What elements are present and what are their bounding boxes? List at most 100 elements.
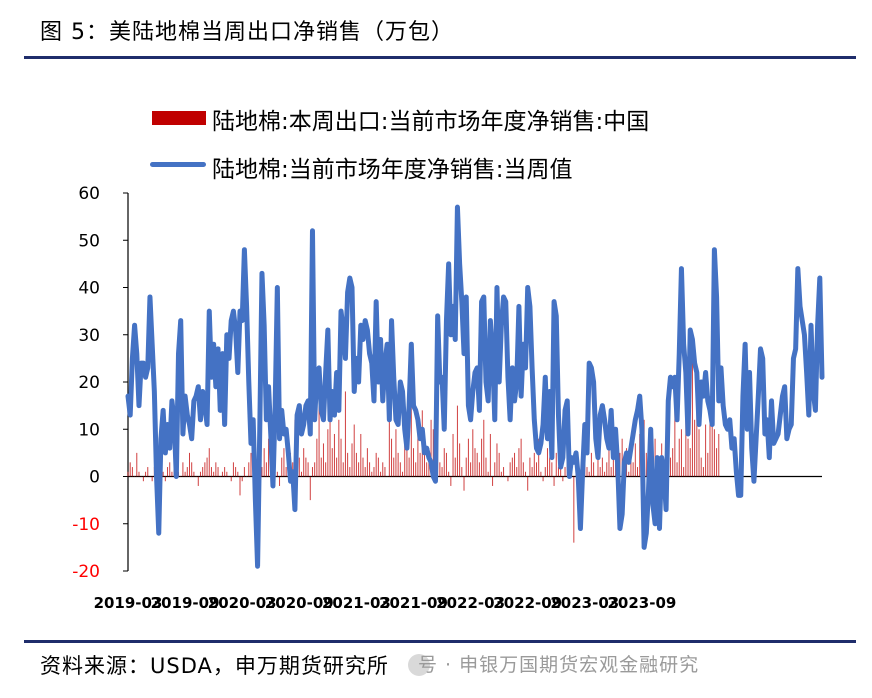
bar-mark — [391, 438, 393, 477]
bar-mark — [268, 438, 270, 477]
y-tick-label: 50 — [78, 231, 100, 251]
bar-mark — [514, 452, 516, 477]
bar-mark — [243, 467, 245, 477]
y-tick-label: 0 — [89, 468, 100, 488]
bar-mark — [388, 405, 390, 477]
bar-mark — [472, 429, 474, 477]
bar-mark — [689, 448, 691, 477]
bar-mark — [197, 476, 199, 486]
bar-mark — [369, 462, 371, 477]
bar-mark — [384, 467, 386, 477]
legend-bar-swatch — [152, 111, 206, 125]
bar-mark — [329, 372, 331, 477]
bar-mark — [208, 448, 210, 477]
bar-mark — [230, 476, 232, 482]
bar-mark — [476, 452, 478, 477]
bar-mark — [483, 419, 485, 477]
bar-mark — [301, 471, 302, 477]
bar-mark — [404, 443, 406, 477]
bar-mark — [413, 448, 415, 477]
bar-mark — [305, 457, 307, 477]
bar-mark — [362, 457, 364, 477]
bar-mark — [443, 448, 445, 477]
bar-mark — [509, 462, 511, 477]
bar-mark — [555, 452, 557, 477]
bar-mark — [544, 467, 546, 477]
bar-mark — [465, 457, 467, 477]
bar-mark — [325, 462, 327, 477]
line-series — [125, 204, 825, 569]
y-tick-label: 60 — [78, 184, 100, 204]
bar-mark — [423, 438, 425, 477]
bar-mark — [327, 429, 329, 477]
bar-mark — [191, 462, 193, 477]
bar-mark — [408, 457, 410, 477]
bar-mark — [186, 467, 188, 477]
x-tick-label: 2021-09 — [379, 594, 448, 612]
bar-mark — [371, 471, 373, 477]
bar-mark — [355, 452, 357, 477]
bar-mark — [573, 476, 575, 543]
bar-mark — [533, 452, 535, 477]
bar-mark — [224, 467, 226, 477]
bar-mark — [470, 462, 472, 477]
bar-mark — [237, 471, 239, 477]
bar-mark — [340, 438, 342, 477]
bar-mark — [518, 448, 520, 477]
bar-mark — [399, 462, 401, 477]
bar-mark — [250, 452, 252, 477]
bar-mark — [516, 467, 518, 477]
bar-mark — [716, 448, 718, 477]
bar-mark — [393, 457, 395, 477]
bar-mark — [562, 476, 564, 482]
bar-mark — [347, 452, 349, 477]
bar-mark — [309, 476, 311, 501]
bar-mark — [279, 476, 281, 486]
bar-mark — [373, 467, 375, 477]
bar-mark — [349, 467, 351, 477]
bar-mark — [322, 443, 324, 477]
bar-mark — [164, 476, 166, 482]
bar-mark — [604, 471, 606, 477]
bar-mark — [142, 476, 144, 482]
bar-mark — [630, 457, 632, 477]
bar-mark — [232, 462, 234, 477]
bar-mark — [239, 476, 241, 496]
bar-mark — [314, 462, 316, 477]
bar-mark — [676, 462, 678, 477]
bar-mark — [171, 471, 173, 477]
bar-mark — [195, 476, 197, 477]
bar-mark — [505, 476, 507, 477]
bar-mark — [500, 471, 502, 477]
bar-mark — [674, 382, 676, 477]
bar-mark — [342, 462, 344, 477]
bar-mark — [149, 476, 151, 477]
bar-mark — [450, 476, 452, 486]
bar-mark — [316, 438, 318, 477]
bar-mark — [136, 452, 138, 477]
bar-mark — [531, 467, 533, 477]
bar-mark — [344, 391, 346, 477]
bar-mark — [298, 457, 300, 477]
bar-mark — [702, 467, 704, 477]
y-tick-label: -20 — [72, 562, 100, 582]
bar-mark — [694, 419, 696, 477]
x-tick-label: 2023-09 — [607, 594, 676, 612]
bar-mark — [683, 467, 685, 477]
bar-mark — [307, 462, 309, 477]
bar-mark — [474, 448, 476, 477]
bar-mark — [432, 429, 434, 477]
bar-mark — [564, 467, 566, 477]
bar-mark — [590, 452, 592, 477]
watermark-text: 号 · 申银万国期货宏观金融研究 — [418, 654, 700, 676]
bar-mark — [283, 448, 285, 477]
bar-mark — [219, 476, 221, 477]
bar-mark — [221, 471, 223, 477]
bar-mark — [364, 467, 366, 477]
bar-mark — [489, 433, 491, 477]
bar-mark — [202, 467, 204, 477]
bar-mark — [215, 462, 217, 477]
bar-mark — [210, 467, 212, 477]
bar-mark — [687, 438, 689, 477]
bar-mark — [691, 358, 693, 477]
